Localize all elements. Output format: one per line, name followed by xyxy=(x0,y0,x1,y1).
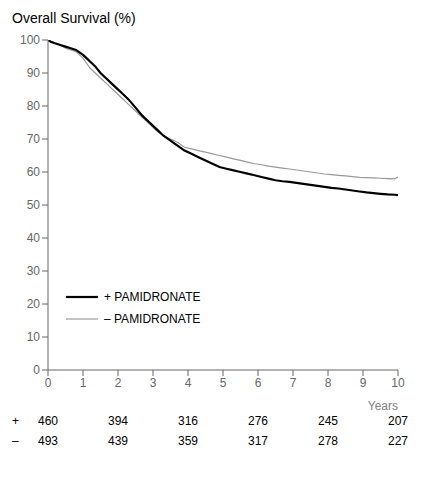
svg-text:Years: Years xyxy=(368,399,398,410)
html-text:+ PAMIDRONATE: + PAMIDRONATE xyxy=(104,290,201,304)
svg-text:0: 0 xyxy=(45,376,52,390)
svg-text:4: 4 xyxy=(185,376,192,390)
html-text:– PAMIDRONATE: – PAMIDRONATE xyxy=(104,312,201,326)
svg-text:3: 3 xyxy=(150,376,157,390)
html-text:317: 317 xyxy=(248,434,268,448)
svg-text:9: 9 xyxy=(360,376,367,390)
svg-text:6: 6 xyxy=(255,376,262,390)
svg-text:7: 7 xyxy=(290,376,297,390)
html-text:316: 316 xyxy=(178,414,198,428)
svg-text:50: 50 xyxy=(27,198,41,212)
html-text:439: 439 xyxy=(108,434,128,448)
svg-text:10: 10 xyxy=(391,376,405,390)
svg-text:0: 0 xyxy=(33,363,40,377)
svg-text:8: 8 xyxy=(325,376,332,390)
html-text:245: 245 xyxy=(318,414,338,428)
svg-text:2: 2 xyxy=(115,376,122,390)
svg-text:60: 60 xyxy=(27,165,41,179)
svg-text:100: 100 xyxy=(20,33,40,47)
svg-text:90: 90 xyxy=(27,66,41,80)
html-text:493: 493 xyxy=(38,434,58,448)
svg-text:5: 5 xyxy=(220,376,227,390)
svg-text:20: 20 xyxy=(27,297,41,311)
svg-text:1: 1 xyxy=(80,376,87,390)
html-text:278: 278 xyxy=(318,434,338,448)
svg-text:80: 80 xyxy=(27,99,41,113)
html-text:207: 207 xyxy=(388,414,408,428)
svg-text:30: 30 xyxy=(27,264,41,278)
html-text:359: 359 xyxy=(178,434,198,448)
svg-text:10: 10 xyxy=(27,330,41,344)
html-text:Overall Survival (%): Overall Survival (%) xyxy=(12,10,136,26)
html-text:394: 394 xyxy=(108,414,128,428)
svg-text:70: 70 xyxy=(27,132,41,146)
html-text:460: 460 xyxy=(38,414,58,428)
html-text:227: 227 xyxy=(388,434,408,448)
html-text:276: 276 xyxy=(248,414,268,428)
svg-text:40: 40 xyxy=(27,231,41,245)
